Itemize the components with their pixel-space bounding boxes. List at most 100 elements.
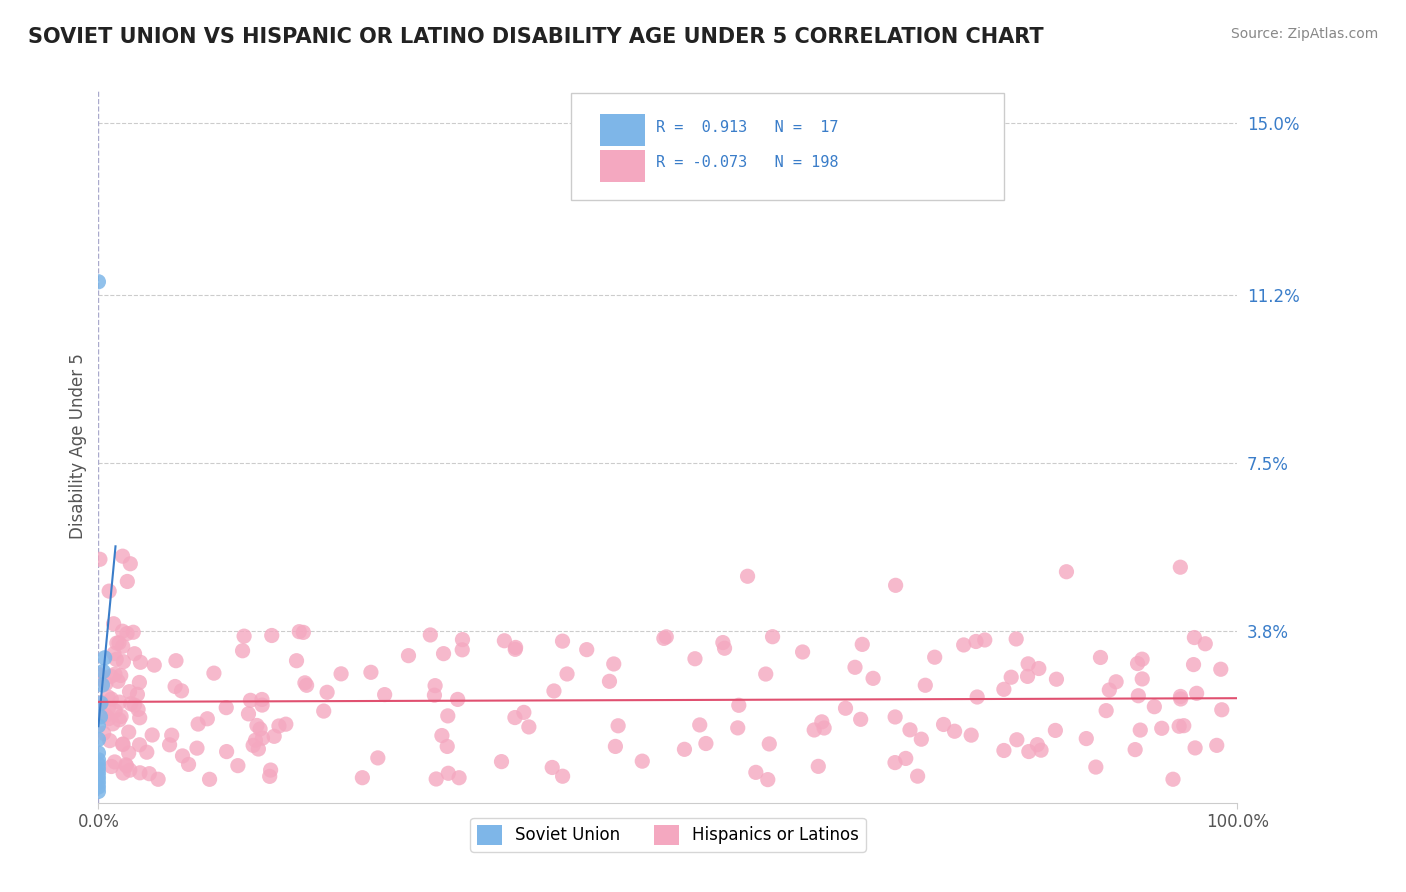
Point [543, 684, 565, 698]
Point [551, 634, 574, 648]
Point [100, 759, 122, 773]
Point [172, 748, 194, 763]
Point [1182, 657, 1205, 672]
Point [1194, 637, 1216, 651]
Point [423, 688, 446, 702]
Point [226, 758, 249, 772]
Point [87, 732, 110, 747]
Point [1084, 760, 1107, 774]
Point [1170, 692, 1192, 706]
Point [104, 667, 127, 681]
Point [124, 698, 146, 712]
Point [517, 720, 540, 734]
Point [673, 742, 696, 756]
Point [851, 637, 873, 651]
Point [128, 738, 150, 752]
Point [419, 628, 441, 642]
Point [246, 718, 269, 732]
Point [91, 665, 114, 679]
Point [652, 632, 675, 646]
Point [1128, 689, 1150, 703]
Point [807, 759, 830, 773]
Point [803, 723, 825, 737]
Point [1129, 723, 1152, 737]
Y-axis label: Disability Age Under 5: Disability Age Under 5 [69, 353, 87, 539]
Point [745, 765, 768, 780]
Point [1005, 732, 1028, 747]
Point [575, 642, 598, 657]
Point [98, 584, 121, 599]
Point [316, 685, 339, 699]
Point [117, 574, 139, 589]
Point [1028, 661, 1050, 675]
Point [108, 636, 131, 650]
Point [87, 757, 110, 772]
Point [849, 712, 872, 726]
Point [247, 742, 270, 756]
Point [100, 669, 122, 683]
Point [87, 784, 110, 798]
Text: R =  0.913   N =  17: R = 0.913 N = 17 [657, 120, 839, 135]
Point [811, 714, 834, 729]
Point [737, 569, 759, 583]
Point [449, 771, 471, 785]
Point [87, 771, 110, 785]
Point [1161, 772, 1184, 787]
Point [187, 717, 209, 731]
Point [1170, 560, 1192, 574]
Point [118, 684, 141, 698]
Point [250, 692, 273, 706]
Point [249, 722, 271, 736]
Point [105, 652, 128, 666]
Point [115, 759, 138, 773]
Point [124, 647, 146, 661]
Point [100, 692, 122, 706]
Point [447, 692, 470, 706]
Point [267, 719, 290, 733]
Point [792, 645, 814, 659]
Point [89, 698, 111, 712]
Point [451, 642, 474, 657]
Point [101, 716, 124, 731]
Point [233, 629, 256, 643]
Point [110, 709, 132, 723]
Point [87, 762, 110, 776]
FancyBboxPatch shape [571, 93, 1004, 200]
Point [170, 683, 193, 698]
Point [973, 632, 995, 647]
Point [104, 704, 127, 718]
Point [1105, 674, 1128, 689]
Point [932, 717, 955, 731]
Point [112, 655, 135, 669]
Point [631, 754, 654, 768]
Point [1090, 650, 1112, 665]
Point [1126, 657, 1149, 671]
Point [97, 690, 120, 704]
Point [198, 772, 221, 787]
Point [104, 755, 127, 769]
Point [87, 746, 110, 760]
Point [505, 640, 527, 655]
Point [105, 636, 128, 650]
Point [94, 677, 117, 691]
Point [285, 654, 308, 668]
Point [423, 679, 446, 693]
Point [713, 641, 735, 656]
Point [756, 772, 779, 787]
Point [894, 751, 917, 765]
Point [111, 640, 134, 654]
Point [960, 728, 983, 742]
Point [215, 700, 238, 714]
Point [127, 702, 149, 716]
Point [90, 696, 112, 710]
Point [215, 745, 238, 759]
Point [1211, 703, 1233, 717]
Point [97, 701, 120, 715]
Point [655, 630, 678, 644]
Point [1150, 721, 1173, 735]
Point [1000, 670, 1022, 684]
Point [127, 687, 149, 701]
Point [118, 746, 141, 760]
Point [288, 624, 311, 639]
Point [252, 731, 274, 745]
